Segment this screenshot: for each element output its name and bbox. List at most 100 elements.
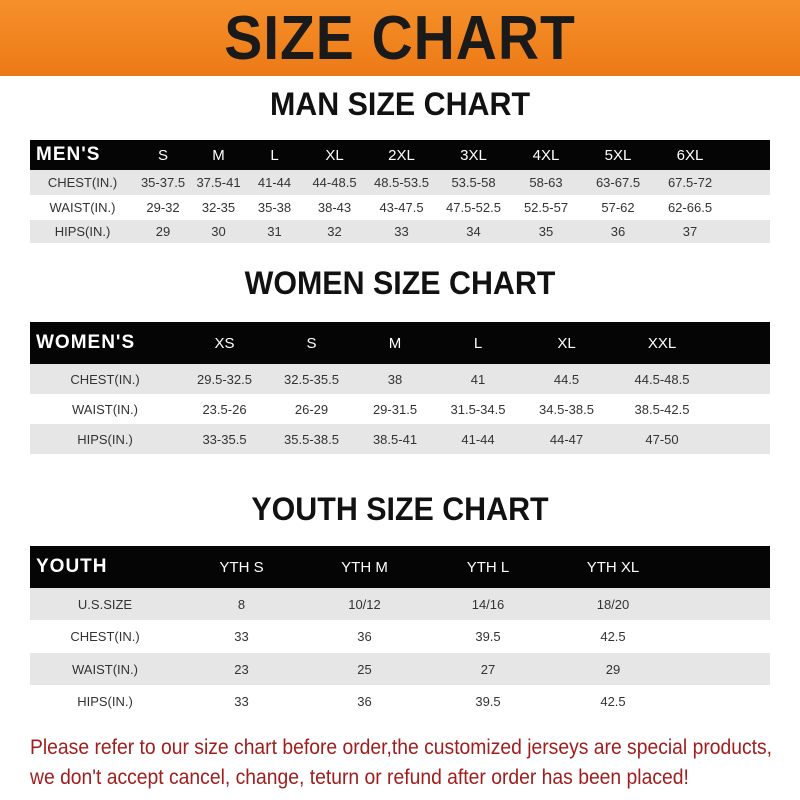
table-cell: 62-66.5 — [667, 200, 713, 215]
table-cell: 36 — [357, 629, 372, 644]
table-cell: 43-47.5 — [379, 200, 424, 215]
table-cell: 27 — [480, 661, 496, 677]
table-cell: 29 — [605, 661, 621, 677]
table-cell: 35.5-38.5 — [284, 431, 339, 447]
size-header-cell: L — [270, 146, 279, 164]
measurement-label: HIPS(IN.) — [77, 431, 133, 447]
table-cell: 23.5-26 — [202, 401, 247, 417]
table-cell: 34 — [466, 224, 481, 239]
measurement-label: WAIST(IN.) — [72, 661, 138, 677]
table-cell: 39.5 — [475, 629, 501, 644]
table-cell: 33-35.5 — [202, 431, 247, 447]
table-cell: 44.5-48.5 — [634, 371, 690, 387]
table-header-row: MEN'S S M L XL 2XL 3XL 4XL 5XL 6XL — [30, 140, 770, 170]
size-header-cell: 6XL — [676, 146, 704, 164]
size-header-cell: XL — [325, 146, 344, 164]
table-cell: 29 — [155, 224, 171, 239]
size-header-cell: YTH XL — [586, 558, 640, 576]
table-cell: 47-50 — [645, 431, 679, 447]
table-cell: 32 — [327, 224, 342, 239]
table-category-label: YOUTH — [36, 556, 108, 577]
size-header-cell: YTH S — [219, 558, 264, 576]
table-cell: 58-63 — [529, 175, 563, 190]
table-cell: 32.5-35.5 — [284, 371, 339, 387]
measurement-label: WAIST(IN.) — [49, 200, 116, 215]
page-title: SIZE CHART — [224, 3, 576, 73]
youth-size-table: YOUTH YTH S YTH M YTH L YTH XL U.S.SIZE 8 10/12… — [30, 546, 770, 717]
table-cell: 57-62 — [601, 200, 635, 215]
table-row: WAIST(IN.) 29-32 32-35 35-38 38-43 43-47.5 47.… — [30, 195, 770, 220]
table-category-label: WOMEN'S — [36, 332, 136, 353]
table-cell: 67.5-72 — [667, 175, 713, 190]
table-cell: 38.5-41 — [372, 431, 418, 447]
size-header-cell: S — [306, 334, 317, 352]
order-notice: Please refer to our size chart before or… — [30, 733, 773, 793]
table-cell: 31 — [267, 224, 282, 239]
table-cell: 29-32 — [146, 200, 180, 215]
table-cell: 31.5-34.5 — [450, 401, 506, 417]
size-header-cell: 3XL — [460, 146, 487, 164]
measurement-label: CHEST(IN.) — [70, 629, 140, 644]
size-header-cell: XL — [557, 334, 576, 352]
table-cell: 52.5-57 — [523, 200, 569, 215]
table-cell: 37.5-41 — [196, 175, 241, 190]
women-size-table: WOMEN'S XS S M L XL XXL CHEST(IN.) 29.5-32.5 32.5… — [30, 322, 770, 454]
table-row: HIPS(IN.) 33 36 39.5 42.5 — [30, 685, 770, 717]
banner: SIZE CHART — [0, 0, 800, 76]
table-cell: 37 — [682, 224, 698, 239]
table-cell: 48.5-53.5 — [374, 175, 429, 190]
table-cell: 53.5-58 — [451, 175, 496, 190]
measurement-label: HIPS(IN.) — [77, 693, 133, 709]
table-cell: 35-38 — [257, 200, 292, 215]
table-cell: 42.5 — [600, 693, 626, 709]
table-cell: 26-29 — [294, 401, 329, 417]
table-cell: 41 — [470, 371, 486, 387]
youth-section-title: YOUTH SIZE CHART — [251, 491, 549, 527]
table-cell: 33 — [394, 224, 409, 239]
table-cell: 33 — [234, 629, 249, 644]
table-cell: 47.5-52.5 — [446, 200, 501, 215]
table-row: U.S.SIZE 8 10/12 14/16 18/20 — [30, 588, 770, 620]
table-cell: 34.5-38.5 — [539, 401, 594, 417]
size-header-cell: M — [388, 334, 402, 352]
size-header-cell: 2XL — [388, 146, 415, 164]
table-row: WAIST(IN.) 23 25 27 29 — [30, 653, 770, 685]
table-row: CHEST(IN.) 33 36 39.5 42.5 — [30, 620, 770, 653]
table-row: HIPS(IN.) 29 30 31 32 33 34 35 36 37 — [30, 220, 770, 243]
table-cell: 38-43 — [317, 200, 352, 215]
table-cell: 25 — [357, 661, 372, 677]
size-header-cell: 5XL — [604, 146, 632, 164]
table-cell: 41-44 — [461, 431, 495, 447]
size-header-cell: YTH L — [466, 558, 510, 576]
table-cell: 18/20 — [596, 596, 630, 612]
size-header-cell: XS — [214, 334, 235, 352]
table-cell: 29-31.5 — [372, 401, 418, 417]
table-cell: 44-47 — [549, 431, 584, 447]
table-cell: 32-35 — [201, 200, 236, 215]
table-cell: 38 — [387, 371, 403, 387]
measurement-label: U.S.SIZE — [77, 596, 133, 612]
size-header-cell: L — [473, 334, 483, 352]
table-header-row: YOUTH YTH S YTH M YTH L YTH XL — [30, 546, 770, 588]
table-cell: 23 — [234, 661, 249, 677]
table-header-row: WOMEN'S XS S M L XL XXL — [30, 322, 770, 364]
table-cell: 14/16 — [471, 596, 505, 612]
table-category-label: MEN'S — [36, 144, 101, 165]
size-header-cell: XXL — [647, 334, 677, 352]
table-row: HIPS(IN.) 33-35.5 35.5-38.5 38.5-41 41-44 44-… — [30, 424, 770, 454]
notice-line-1: Please refer to our size chart before or… — [30, 736, 773, 759]
men-size-table: MEN'S S M L XL 2XL 3XL 4XL 5XL 6XL CHEST(IN.) 35-37… — [30, 140, 770, 243]
table-cell: 33 — [234, 693, 249, 709]
table-row: CHEST(IN.) 29.5-32.5 32.5-35.5 38 41 44.5 44.5… — [30, 364, 770, 394]
table-cell: 44-48.5 — [312, 175, 357, 190]
table-cell: 36 — [610, 224, 626, 239]
table-cell: 30 — [211, 224, 226, 239]
table-row: CHEST(IN.) 35-37.5 37.5-41 41-44 44-48.5 48.5… — [30, 170, 770, 195]
table-cell: 29.5-32.5 — [197, 371, 252, 387]
measurement-label: WAIST(IN.) — [72, 401, 138, 417]
table-cell: 42.5 — [600, 629, 626, 644]
table-cell: 41-44 — [257, 175, 292, 190]
table-row: WAIST(IN.) 23.5-26 26-29 29-31.5 31.5-34.5 34… — [30, 394, 770, 424]
size-header-cell: YTH M — [341, 558, 388, 576]
table-cell: 36 — [357, 693, 372, 709]
